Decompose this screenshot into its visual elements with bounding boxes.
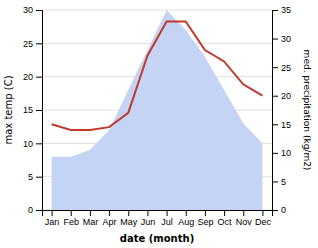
x-tick-label: Mar [83,217,99,227]
chart: JanFeb Mar AprMayJun Jul AugSep OctNovDec 0 5 10… [0,0,318,248]
y-tick-mark [36,110,42,111]
y-tick-label: 5 [28,172,33,182]
x-tick-label: Jun [141,217,156,227]
y-tick: 30 [23,5,42,15]
y-tick-label: 0 [28,205,33,215]
y-tick-label: 15 [23,105,33,115]
x-tick-mark [262,210,263,216]
y-tick: 25 [23,39,42,49]
x-tick: Jul [161,210,173,227]
y2-tick-mark [272,181,278,182]
y-tick-mark [36,210,42,211]
y2-axis-title: med. precipitation (kg/m2) [302,50,312,171]
marks [52,10,263,210]
y2-tick-mark [272,210,278,211]
x-tick-mark [243,210,244,216]
y-tick-mark [36,177,42,178]
x-axis-title: date (month) [120,233,194,244]
y-tick: 0 [28,205,42,215]
x-tick-mark [167,210,168,216]
y-tick-label: 10 [23,139,33,149]
x-tick-label: May [120,217,138,227]
x-tick: Feb [63,210,79,227]
x-tick-label: Feb [63,217,79,227]
x-tick-mark [90,210,91,216]
x-axis: JanFeb Mar AprMayJun Jul AugSep OctNovDec [43,210,273,227]
y-tick-label: 20 [23,72,33,82]
y-tick-mark [36,43,42,44]
y2-tick-mark [272,67,278,68]
x-tick: Aug [178,210,194,227]
y-tick-label: 30 [23,5,33,15]
y2-tick: 0 [272,205,286,215]
x-tick-label: Dec [255,217,272,227]
x-tick-label: Apr [103,217,117,227]
y-axis: 0 5 10 15 20 25 30 [23,5,43,215]
y-tick: 10 [23,139,42,149]
grid-line [42,10,272,11]
x-tick-mark [224,210,225,216]
x-tick: Oct [218,210,233,227]
x-tick-mark [205,210,206,216]
y-axis-title: max temp (C) [3,75,14,144]
x-tick: Apr [103,210,117,227]
x-tick-label: Sep [197,217,213,227]
x-tick-label: Oct [218,217,233,227]
x-tick-label: Jan [45,217,60,227]
x-tick: Nov [236,210,253,227]
x-tick: Sep [197,210,213,227]
x-tick: Mar [83,210,99,227]
x-tick-label: Aug [178,217,194,227]
y-tick: 15 [23,105,42,115]
y2-tick-label: 20 [281,91,291,101]
y2-tick: 30 [272,34,291,44]
y2-tick-mark [272,39,278,40]
y2-tick: 20 [272,91,291,101]
y2-tick-mark [272,10,278,11]
y2-tick-label: 15 [281,120,291,130]
x-axis-line [43,211,273,217]
x-tick-mark [147,210,148,216]
y2-tick-label: 10 [281,148,291,158]
x-tick-mark [186,210,187,216]
y2-axis: 0 5 10 15 20 25 30 35 [272,5,291,215]
x-tick-label: Nov [236,217,253,227]
x-tick-mark [71,210,72,216]
y2-tick-mark [272,124,278,125]
area [52,10,263,210]
y-tick-mark [36,10,42,11]
x-tick: May [120,210,138,227]
y-tick: 20 [23,72,42,82]
y2-tick: 25 [272,63,291,73]
y-tick: 5 [28,172,42,182]
y2-tick-label: 0 [281,205,286,215]
y2-tick: 10 [272,148,291,158]
y2-axis-line [273,11,279,211]
y2-tick-mark [272,96,278,97]
y2-tick-label: 25 [281,63,291,73]
x-tick: Jun [141,210,156,227]
line [52,21,263,130]
y2-tick: 35 [272,5,291,15]
x-tick: Jan [45,210,60,227]
grid [42,10,272,210]
y2-tick: 15 [272,120,291,130]
x-tick: Dec [255,210,272,227]
y2-tick-mark [272,153,278,154]
x-tick-mark [128,210,129,216]
y2-tick: 5 [272,177,286,187]
y2-tick-label: 30 [281,34,291,44]
x-tick-label: Jul [161,217,173,227]
y-tick-label: 25 [23,39,33,49]
y-tick-mark [36,77,42,78]
plot: JanFeb Mar AprMayJun Jul AugSep OctNovDec 0 5 10… [3,5,312,244]
y-tick-mark [36,143,42,144]
x-tick-mark [109,210,110,216]
y-axis-line [36,11,43,211]
x-tick-mark [52,210,53,216]
y2-tick-label: 35 [281,5,291,15]
y2-tick-label: 5 [281,177,286,187]
